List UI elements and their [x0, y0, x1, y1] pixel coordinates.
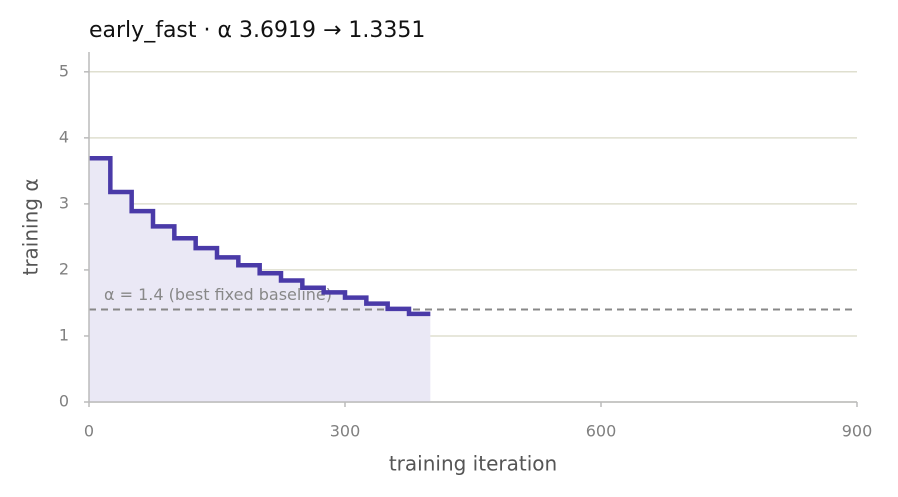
- y-tick-label: 0: [59, 392, 69, 411]
- y-tick-label: 4: [59, 127, 69, 146]
- y-tick-label: 3: [59, 193, 69, 212]
- area: [89, 158, 431, 402]
- x-tick-label: 600: [586, 422, 617, 441]
- x-tick-label: 0: [84, 422, 94, 441]
- y-tick-label: 5: [59, 61, 69, 80]
- chart-title: early_fast · α 3.6919 → 1.3351: [89, 18, 425, 43]
- y-axis-label: training α: [19, 178, 43, 275]
- baseline-label: α = 1.4 (best fixed baseline): [104, 285, 332, 304]
- x-axis-label: training iteration: [389, 452, 557, 476]
- step-line: [89, 155, 431, 317]
- x-tick-label: 300: [330, 422, 361, 441]
- x-tick-label: 900: [842, 422, 873, 441]
- y-tick-label: 1: [59, 325, 69, 344]
- y-tick-label: 2: [59, 259, 69, 278]
